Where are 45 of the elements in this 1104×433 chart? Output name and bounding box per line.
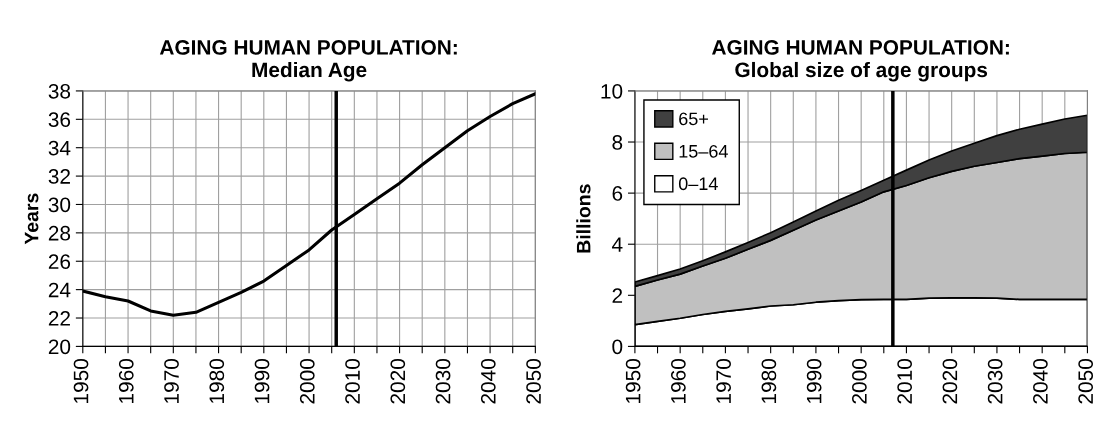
y-tick-label: 4 [611,237,623,252]
chart-title: AGING HUMAN POPULATION: Global size of age groups [712,40,1009,82]
x-tick-label: 1950 [625,359,641,403]
x-tick-label: 1980 [761,359,777,403]
x-tick-label: 2040 [480,359,496,404]
y-tick-label: 32 [48,169,70,184]
x-tick-label: 2020 [390,359,406,404]
x-tick-label: 1990 [254,359,270,403]
y-tick-label: 24 [48,282,71,298]
x-tick-label: 2010 [345,359,360,404]
x-tick-label: 2010 [897,359,913,404]
x-tick-label: 2050 [1078,359,1094,404]
x-tick-label: 1990 [806,359,822,403]
x-tick-label: 2020 [942,359,958,404]
y-tick-label: 6 [612,186,623,201]
y-tick-label: 36 [48,112,71,128]
y-tick-label: 28 [48,225,71,241]
x-tick-label: 2030 [435,359,451,404]
y-axis-title: Years [24,193,39,245]
legend-label: 15–64 [679,144,728,158]
chart-title: AGING HUMAN POPULATION: Median Age [159,40,457,82]
y-tick-label: 30 [48,197,71,213]
y-axis-title: Billions [576,184,591,253]
x-tick-label: 1970 [164,359,179,403]
x-tick-label: 1960 [670,359,686,403]
x-tick-label: 2030 [987,359,1003,404]
x-tick-label: 2000 [299,359,315,404]
y-tick-label: 26 [48,254,71,269]
x-tick-label: 2040 [1033,359,1048,404]
y-tick-label: 10 [601,83,623,99]
x-tick-label: 2050 [526,359,541,404]
y-tick-label: 20 [48,339,71,355]
legend-label: 0–14 [678,177,718,191]
x-tick-label: 1960 [118,359,134,403]
y-tick-label: 22 [48,311,70,326]
y-tick-label: 2 [612,288,623,303]
x-tick-label: 1980 [209,359,225,403]
x-tick-label: 1950 [73,359,89,403]
y-tick-label: 34 [48,140,71,156]
y-tick-label: 38 [48,83,71,99]
x-tick-label: 1970 [716,359,731,403]
x-tick-label: 2000 [852,359,867,404]
y-tick-label: 0 [612,339,623,355]
y-tick-label: 8 [612,135,623,150]
legend-label: 65+ [679,112,708,126]
